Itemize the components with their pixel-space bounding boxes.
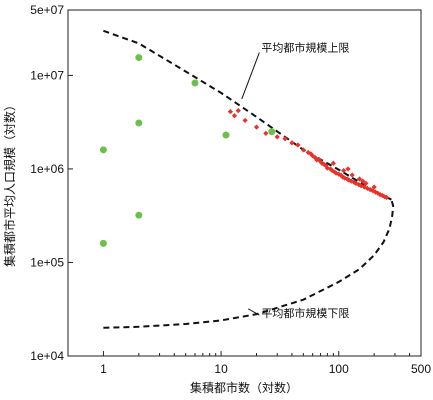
y-tick-label: 1e+06 bbox=[30, 162, 64, 176]
red-point bbox=[356, 176, 363, 182]
y-axis: 1e+04 1e+05 1e+06 1e+07 5e+07 bbox=[30, 3, 73, 363]
red-point bbox=[300, 147, 306, 153]
lower-label-leader bbox=[247, 308, 260, 316]
red-point bbox=[371, 184, 377, 190]
red-point bbox=[330, 160, 336, 166]
red-point bbox=[340, 174, 346, 180]
red-point bbox=[377, 192, 383, 198]
green-point bbox=[222, 131, 230, 139]
red-point bbox=[345, 166, 351, 172]
red-point bbox=[331, 169, 338, 175]
red-point bbox=[367, 187, 373, 193]
x-tick-label: 100 bbox=[329, 362, 349, 376]
red-point bbox=[341, 167, 347, 174]
red-point bbox=[316, 156, 322, 163]
red-point bbox=[263, 130, 269, 136]
y-tick-label: 1e+05 bbox=[30, 255, 64, 269]
x-axis: 1 10 100 500 bbox=[100, 351, 431, 376]
green-point bbox=[135, 211, 143, 219]
red-point bbox=[319, 160, 325, 166]
bound-lines bbox=[103, 29, 395, 329]
green-point bbox=[268, 128, 276, 136]
data-points bbox=[99, 54, 390, 247]
red-point bbox=[323, 163, 329, 169]
red-point bbox=[379, 192, 386, 199]
red-point bbox=[356, 181, 362, 188]
red-point bbox=[289, 140, 295, 146]
red-point bbox=[370, 188, 376, 194]
lower-bound-label: 平均都市規模下限 bbox=[261, 306, 349, 320]
plot-frame bbox=[67, 9, 422, 357]
red-point bbox=[349, 172, 355, 178]
green-point bbox=[99, 146, 107, 154]
green-point bbox=[191, 79, 199, 87]
red-point bbox=[317, 158, 324, 165]
red-point bbox=[305, 149, 311, 156]
upper-bound-line bbox=[103, 29, 392, 201]
red-point bbox=[383, 194, 390, 201]
red-point bbox=[353, 180, 359, 187]
green-point bbox=[135, 54, 143, 62]
upper-bound-label: 平均都市規模上限 bbox=[261, 41, 349, 55]
x-tick-label: 10 bbox=[214, 362, 228, 376]
red-point bbox=[333, 170, 339, 176]
red-point bbox=[324, 165, 330, 171]
upper-label-leader bbox=[241, 52, 260, 100]
red-point bbox=[235, 108, 241, 114]
y-tick-label: 1e+04 bbox=[30, 349, 64, 363]
lower-bound-line bbox=[103, 199, 395, 329]
red-point bbox=[227, 109, 234, 115]
red-point bbox=[363, 180, 369, 187]
x-tick-label: 1 bbox=[100, 362, 107, 376]
x-axis-title: 集積都市数（対数） bbox=[190, 380, 298, 395]
red-point bbox=[308, 151, 314, 157]
x-tick-label: 500 bbox=[411, 362, 431, 376]
red-point bbox=[341, 175, 348, 181]
y-tick-label: 1e+07 bbox=[30, 68, 64, 82]
green-point bbox=[135, 119, 143, 127]
y-tick-label: 5e+07 bbox=[30, 3, 64, 17]
red-point bbox=[282, 136, 288, 142]
red-point bbox=[231, 113, 238, 119]
green-point bbox=[99, 239, 107, 247]
red-point bbox=[360, 178, 366, 184]
y-axis-title: 集積都市平均人口規模（対数） bbox=[2, 99, 17, 267]
red-point bbox=[295, 142, 301, 148]
red-point bbox=[274, 134, 280, 140]
red-point bbox=[327, 166, 334, 172]
red-point bbox=[336, 171, 342, 177]
red-point bbox=[242, 117, 248, 124]
red-point bbox=[253, 124, 260, 130]
